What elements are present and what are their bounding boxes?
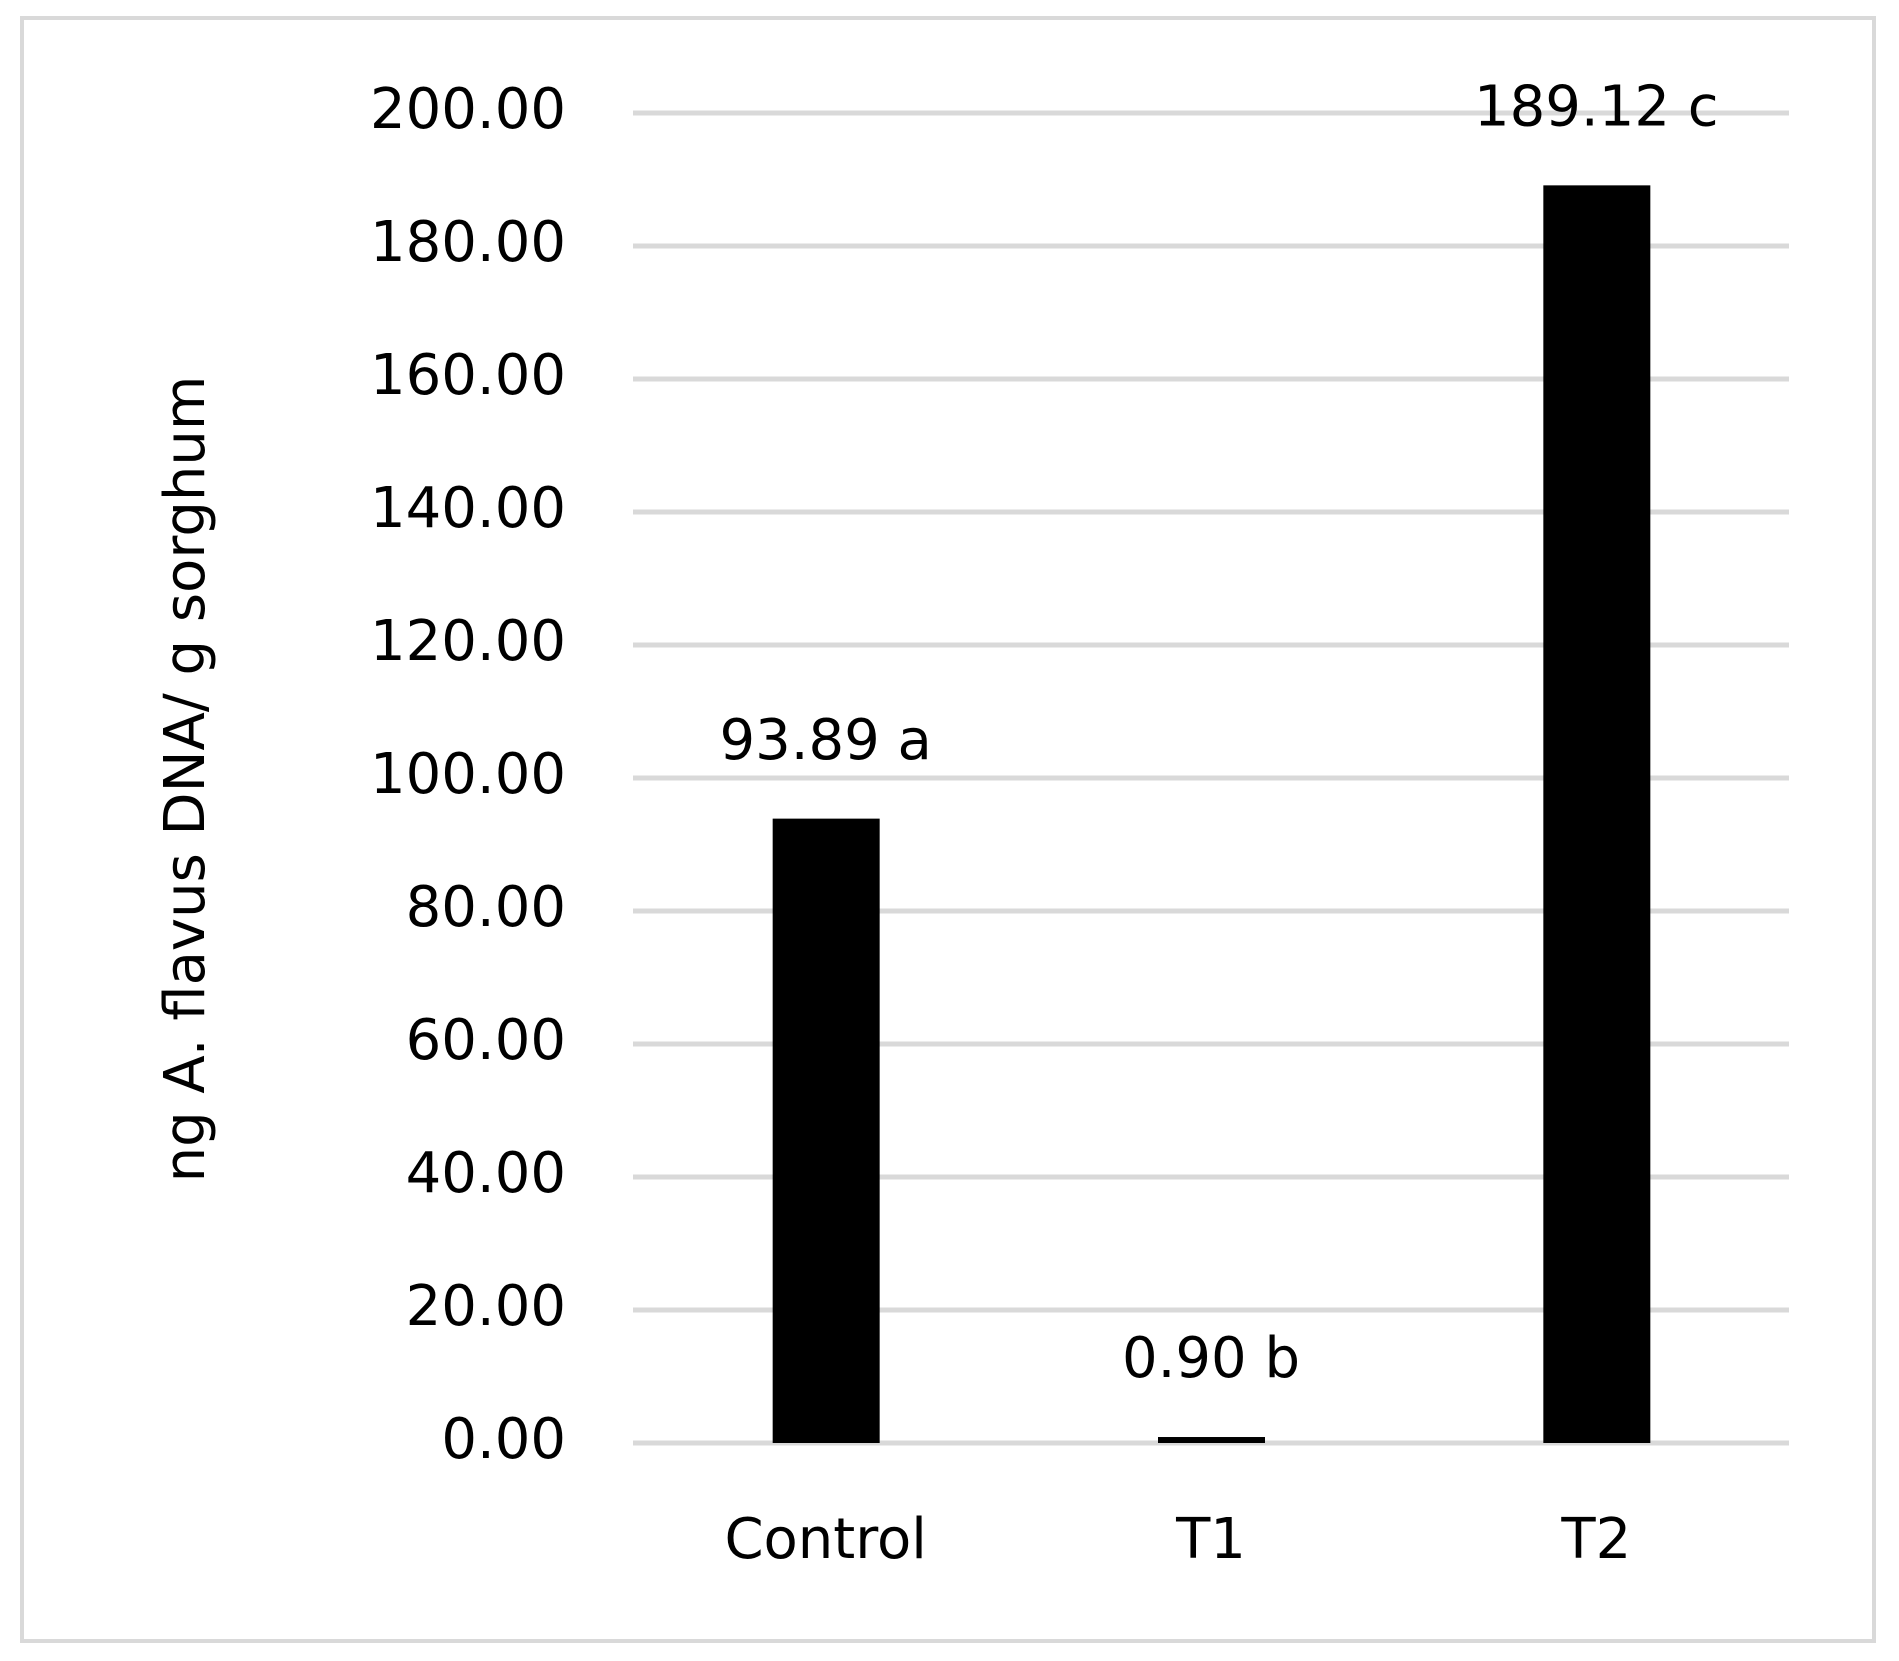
data-label: 189.12 c: [1474, 74, 1719, 139]
y-tick-label: 100.00: [370, 742, 566, 807]
y-tick-label: 20.00: [406, 1274, 566, 1339]
y-tick-label: 60.00: [406, 1008, 566, 1073]
y-tick-label: 140.00: [370, 476, 566, 541]
x-tick-label: T2: [1560, 1507, 1631, 1572]
bar: [1158, 1437, 1265, 1443]
y-tick-label: 0.00: [441, 1407, 566, 1472]
x-tick-label: T1: [1175, 1507, 1246, 1572]
y-tick-label: 180.00: [370, 210, 566, 275]
bar: [1543, 185, 1651, 1443]
y-tick-label: 160.00: [370, 343, 566, 408]
data-label: 0.90 b: [1122, 1326, 1300, 1391]
y-tick-label: 80.00: [406, 875, 566, 940]
y-tick-label: 120.00: [370, 609, 566, 674]
y-tick-label: 40.00: [406, 1141, 566, 1206]
bar: [772, 818, 880, 1443]
y-tick-label: 200.00: [370, 77, 566, 142]
data-label: 93.89 a: [719, 708, 931, 773]
x-tick-label: Control: [724, 1507, 926, 1572]
y-axis-label: ng A. flavus DNA/ g sorghum: [153, 376, 218, 1183]
